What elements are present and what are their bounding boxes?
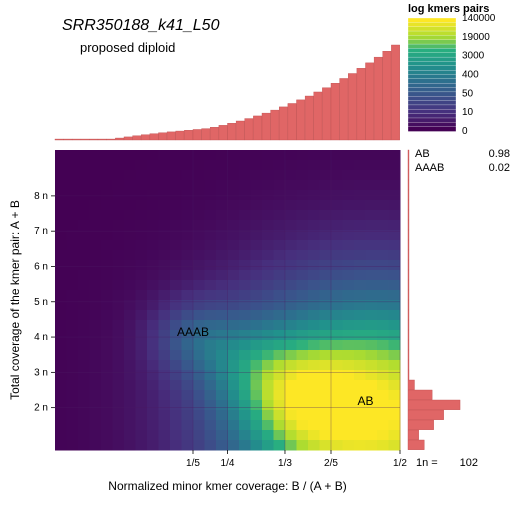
- legend-tick: 140000: [462, 13, 496, 24]
- x-tick-label: 1/3: [278, 458, 292, 469]
- top-marginal-histogram: [55, 45, 400, 140]
- ratio-label: AAAB: [415, 162, 444, 174]
- x-axis-label: Normalized minor kmer coverage: B / (A +…: [108, 479, 346, 493]
- legend-tick: 19000: [462, 32, 490, 43]
- x-tick-label: 2/5: [324, 458, 338, 469]
- y-tick-label: 7 n: [34, 226, 48, 237]
- legend-tick: 3000: [462, 51, 485, 62]
- y-tick-label: 8 n: [34, 191, 48, 202]
- right-marginal-histogram: [408, 150, 460, 450]
- ratio-label: AB: [415, 148, 430, 160]
- haploid-n-label: 1n =: [416, 457, 438, 469]
- ratio-value: 0.98: [489, 148, 510, 160]
- y-axis-label: Total coverage of the kmer pair: A + B: [8, 200, 22, 400]
- heatmap: [55, 150, 401, 451]
- heatmap-annotation: AB: [357, 394, 373, 408]
- page-subtitle: proposed diploid: [80, 40, 175, 55]
- y-tick-label: 4 n: [34, 332, 48, 343]
- y-tick-label: 6 n: [34, 261, 48, 272]
- ratio-table: AB 0.98 AAAB 0.02: [415, 148, 510, 174]
- legend-tick: 400: [462, 70, 479, 81]
- y-tick-label: 3 n: [34, 367, 48, 378]
- heatmap-annotation: AAAB: [177, 325, 209, 339]
- x-tick-label: 1/4: [221, 458, 235, 469]
- x-tick-label: 1/5: [186, 458, 200, 469]
- legend-tick: 10: [462, 107, 474, 118]
- y-tick-label: 2 n: [34, 403, 48, 414]
- legend-tick: 0: [462, 126, 468, 137]
- ratio-value: 0.02: [489, 162, 510, 174]
- y-tick-label: 5 n: [34, 297, 48, 308]
- color-legend: log kmers pairs14000019000300040050100: [408, 3, 496, 137]
- page-title: SRR350188_k41_L50: [62, 17, 220, 34]
- legend-tick: 50: [462, 88, 474, 99]
- haploid-n-value: 102: [460, 457, 478, 469]
- x-tick-label: 1/2: [393, 458, 407, 469]
